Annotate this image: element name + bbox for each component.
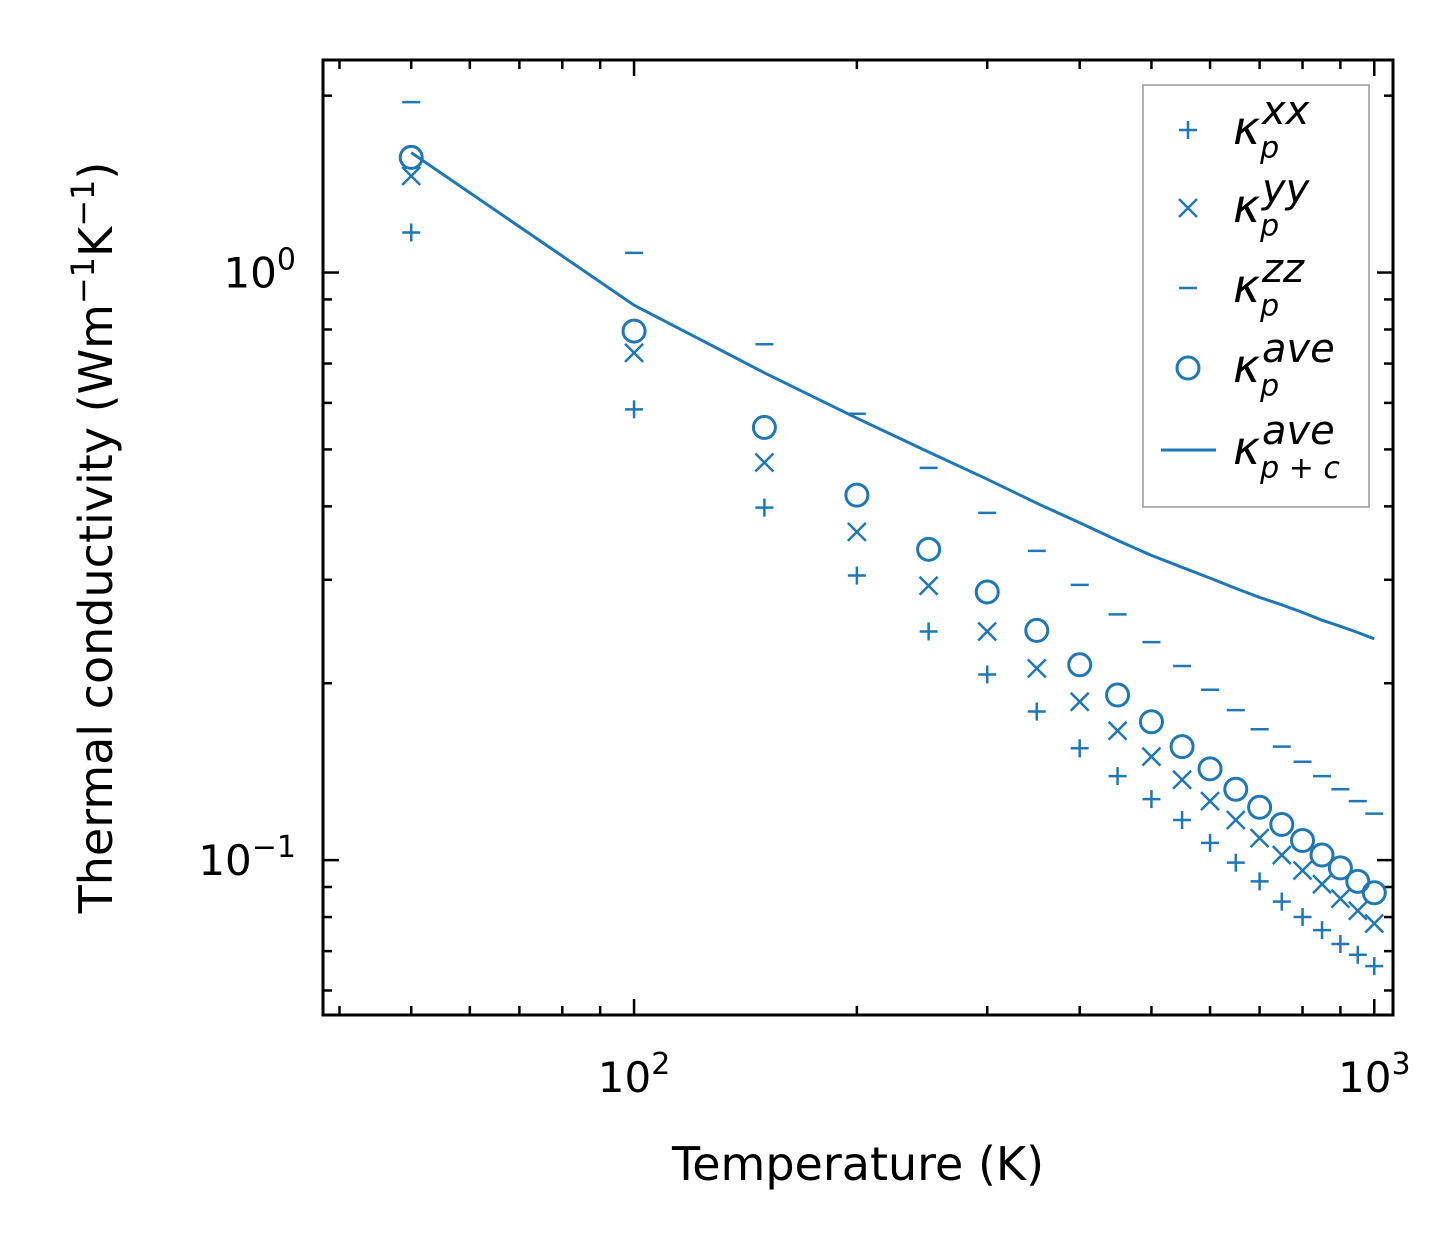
point-kappa_p_xx <box>1070 739 1089 758</box>
legend-marker <box>1175 355 1201 381</box>
point-kappa_p_xx <box>1348 945 1367 964</box>
legend-sup: zz <box>1261 246 1305 292</box>
legend-label: κp <box>1233 101 1279 166</box>
legend-sup: ave <box>1262 326 1335 372</box>
point-kappa_p_ave <box>1067 652 1093 678</box>
point-kappa_p_yy <box>1069 691 1090 712</box>
point-kappa_p_ave <box>1024 617 1050 643</box>
point-kappa_p_yy <box>1312 874 1332 895</box>
point-kappa_p_yy <box>1271 845 1292 865</box>
x-tick-label: 102 <box>598 1047 671 1102</box>
point-kappa_p_xx <box>1250 872 1269 891</box>
y-axis-ticks <box>323 94 1393 992</box>
point-kappa_p_xx <box>755 498 774 517</box>
point-kappa_p_yy <box>977 621 998 642</box>
series-kappa_p_zz <box>402 100 1384 815</box>
point-kappa_p_xx <box>1293 908 1312 927</box>
point-kappa_p_xx <box>402 223 421 242</box>
point-kappa_p_xx <box>1108 767 1127 786</box>
point-kappa_p_xx <box>978 665 997 684</box>
point-kappa_p_yy <box>846 521 867 542</box>
legend-label: κp <box>1233 259 1279 324</box>
point-kappa_p_ave <box>1247 794 1273 820</box>
legend-marker <box>1178 198 1198 218</box>
point-kappa_p_ave <box>1269 811 1295 837</box>
legend-sup: yy <box>1261 166 1311 212</box>
legend-label: κp <box>1233 339 1279 404</box>
point-kappa_p_ave <box>1138 709 1164 735</box>
point-kappa_p_ave <box>1169 734 1195 760</box>
legend-sup: ave <box>1262 408 1335 454</box>
legend-label: κp + c <box>1233 421 1340 486</box>
point-kappa_p_ave <box>916 536 942 562</box>
y-tick-label: 10−1 <box>198 830 296 885</box>
point-kappa_p_xx <box>1027 702 1046 721</box>
series-kappa_p_ave <box>398 144 1387 906</box>
point-kappa_p_yy <box>1026 658 1047 679</box>
point-kappa_p_ave <box>1309 842 1335 868</box>
legend-marker <box>1179 121 1197 139</box>
point-kappa_p_xx <box>1173 811 1192 830</box>
point-kappa_p_ave <box>1290 827 1316 853</box>
point-kappa_p_ave <box>1345 868 1371 894</box>
point-kappa_p_yy <box>1225 810 1246 830</box>
point-kappa_p_yy <box>1364 913 1385 934</box>
point-kappa_p_yy <box>1249 828 1270 849</box>
point-kappa_p_xx <box>1365 957 1384 976</box>
x-tick-label: 103 <box>1338 1047 1411 1102</box>
point-kappa_p_yy <box>1172 769 1192 790</box>
point-kappa_p_xx <box>1142 790 1161 809</box>
series-kappa_p_plus_c_ave <box>410 151 1375 641</box>
point-kappa_p_yy <box>1200 791 1220 812</box>
y-axis-label: Thermal conductivity (Wm−1K−1) <box>64 162 123 915</box>
x-axis-label: Temperature (K) <box>671 1137 1044 1191</box>
point-kappa_p_ave <box>1223 776 1249 802</box>
point-kappa_p_yy <box>624 342 644 363</box>
point-kappa_p_yy <box>1292 860 1313 881</box>
point-kappa_p_yy <box>1107 720 1128 741</box>
point-kappa_p_ave <box>1105 682 1131 708</box>
point-kappa_p_ave <box>1361 880 1387 906</box>
point-kappa_p_yy <box>401 166 422 186</box>
point-kappa_p_xx <box>625 400 644 419</box>
point-kappa_p_ave <box>844 482 870 508</box>
point-kappa_p_ave <box>1197 756 1223 782</box>
point-kappa_p_xx <box>1331 934 1350 953</box>
point-kappa_p_xx <box>919 622 938 641</box>
point-kappa_p_ave <box>1327 855 1353 881</box>
point-kappa_p_yy <box>1141 746 1162 767</box>
point-kappa_p_yy <box>918 575 939 596</box>
point-kappa_p_ave <box>751 414 777 440</box>
point-kappa_p_xx <box>1201 833 1220 852</box>
legend-box <box>1142 84 1370 508</box>
point-kappa_p_xx <box>1226 853 1245 872</box>
legend-sup: xx <box>1260 88 1310 134</box>
point-kappa_p_xx <box>1272 892 1291 911</box>
point-kappa_p_yy <box>1330 888 1351 909</box>
point-kappa_p_ave <box>974 579 1000 605</box>
point-kappa_p_xx <box>847 566 866 585</box>
legend-label: κp <box>1233 179 1279 244</box>
point-kappa_p_yy <box>1347 900 1368 921</box>
point-kappa_p_ave <box>398 144 424 170</box>
series-kappa_p_xx <box>402 223 1384 976</box>
series-line-kappa_p_plus_c_ave <box>410 151 1375 641</box>
series-kappa_p_yy <box>401 166 1385 934</box>
y-tick-label: 100 <box>223 243 296 298</box>
point-kappa_p_xx <box>1313 921 1332 940</box>
point-kappa_p_ave <box>621 318 647 344</box>
x-axis-ticks <box>338 60 1376 1015</box>
point-kappa_p_yy <box>754 452 775 473</box>
